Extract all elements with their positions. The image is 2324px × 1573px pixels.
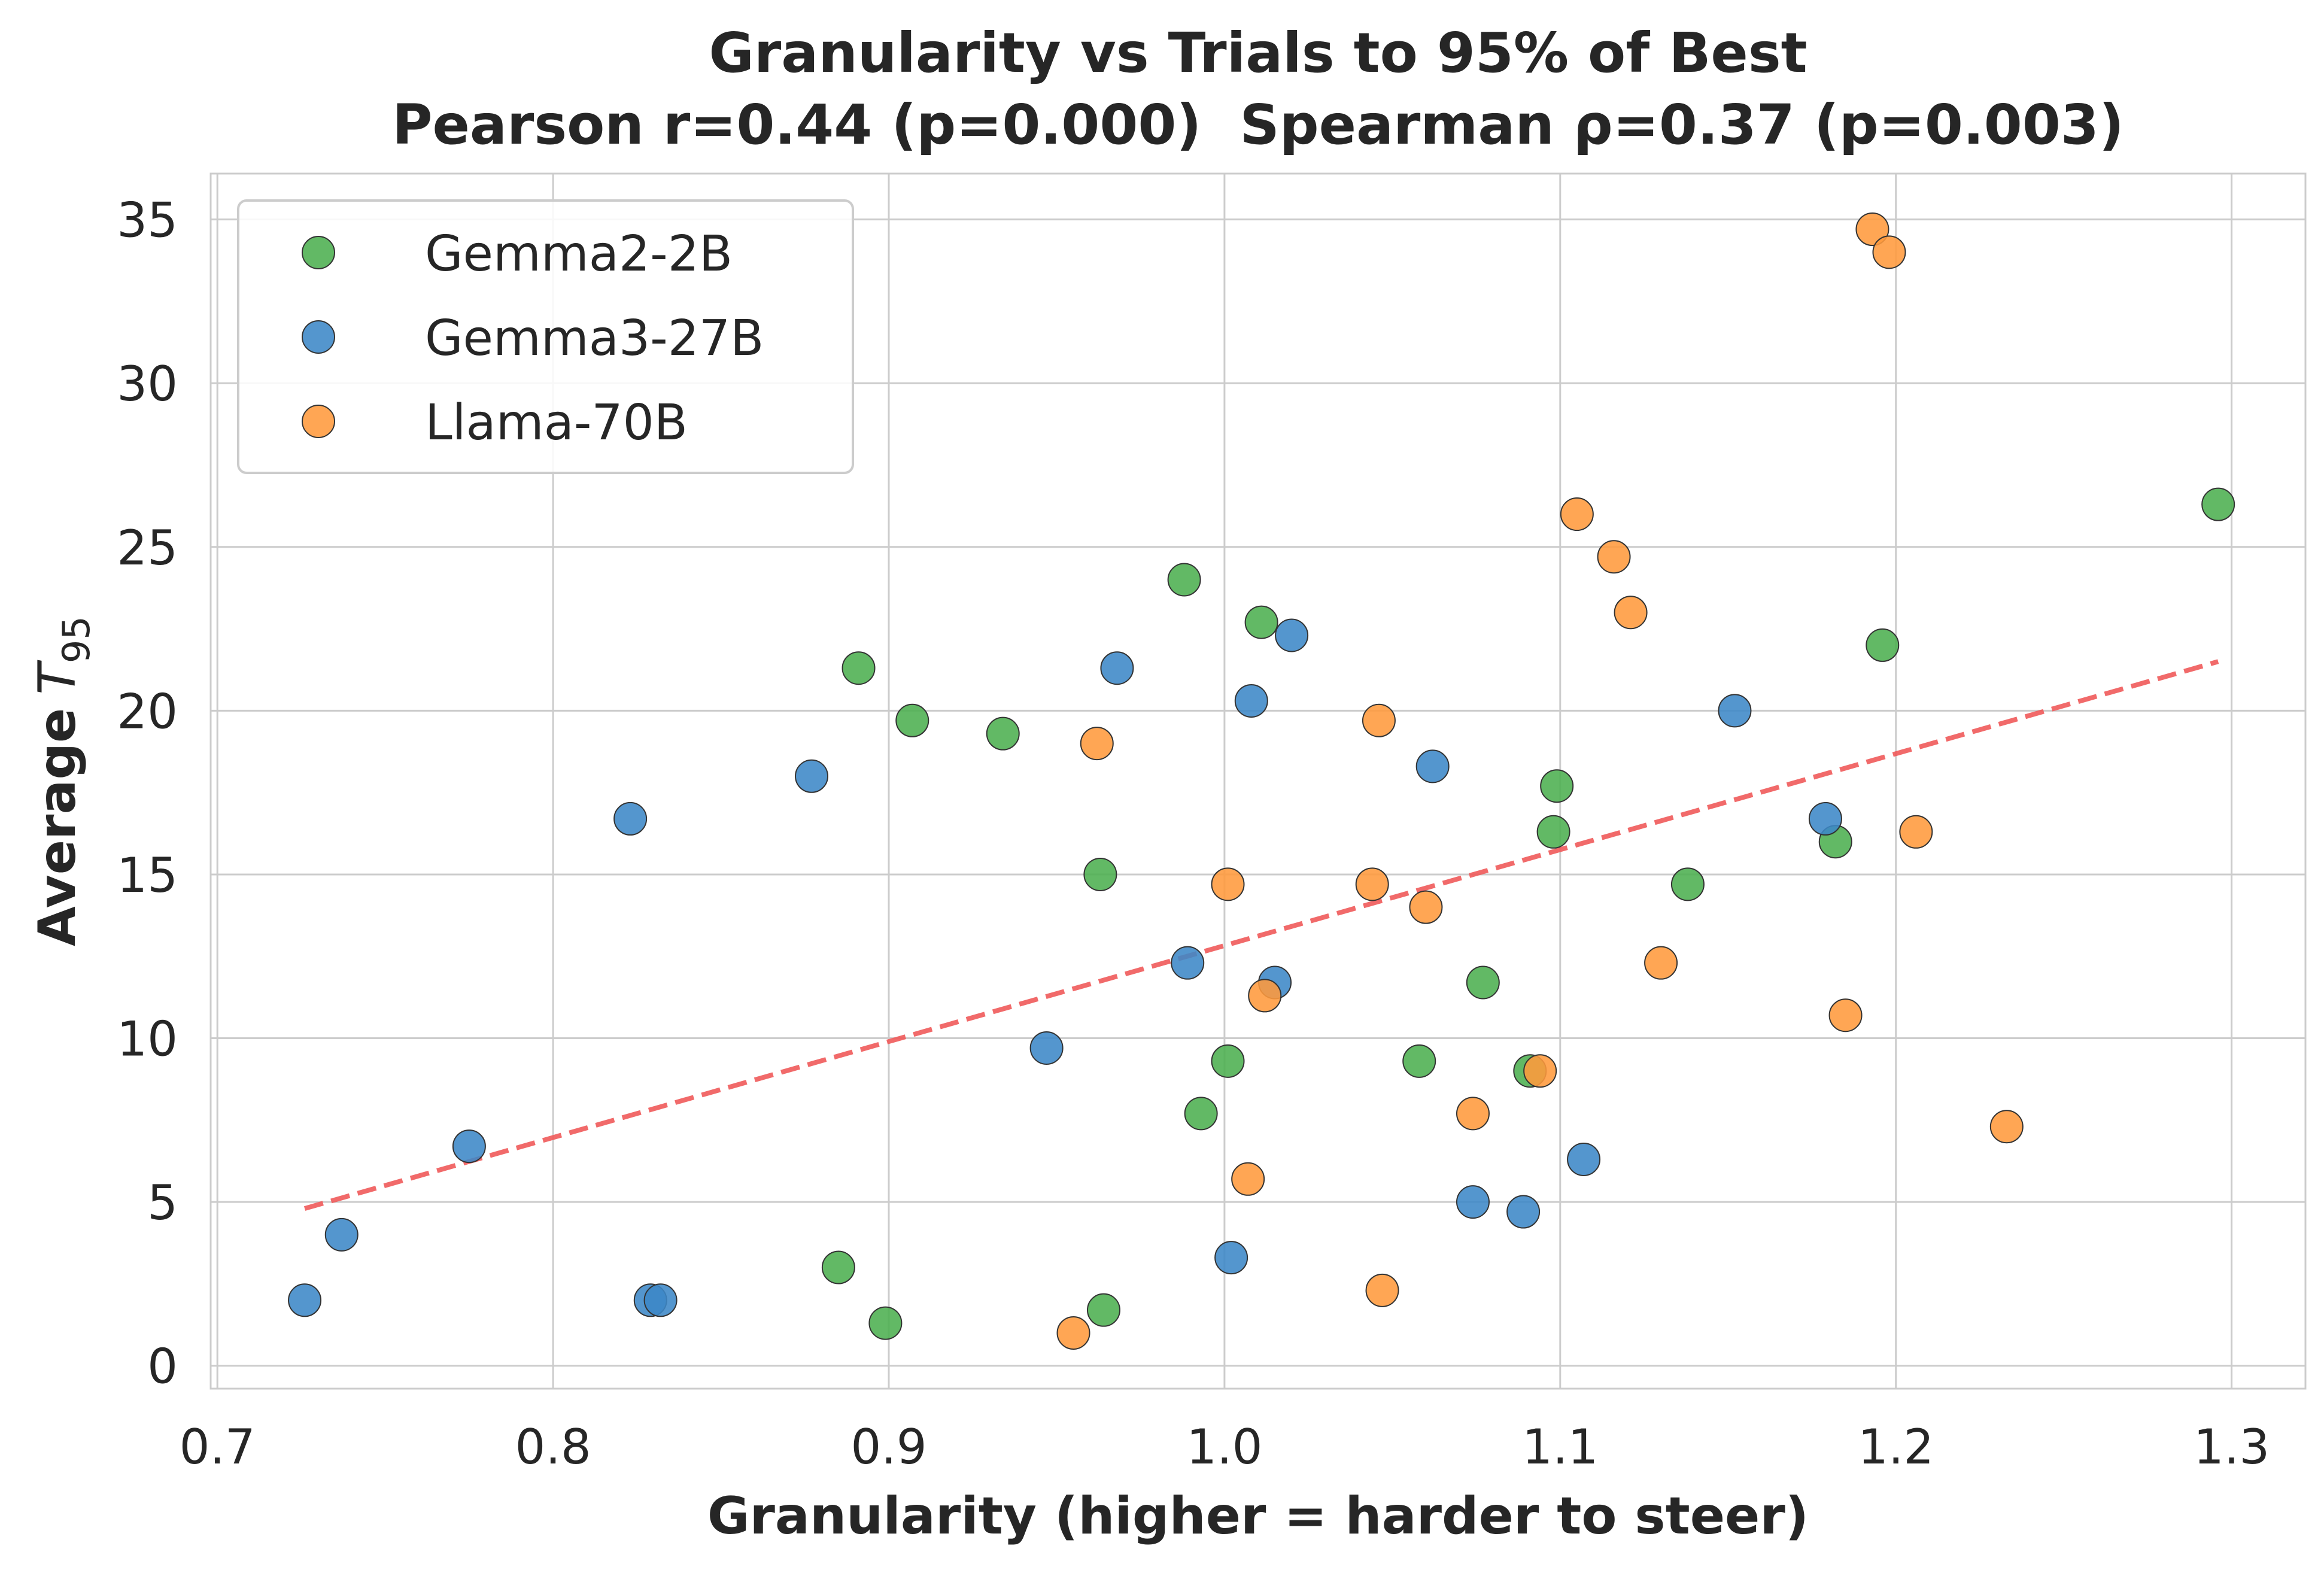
- data-point: [795, 759, 829, 793]
- x-axis-ticks: 0.7 0.8 0.9 1.0 1.1 1.2 1.3: [180, 1419, 2270, 1475]
- data-point: [1167, 563, 1201, 597]
- data-point: [1597, 540, 1631, 574]
- grid: [211, 174, 2305, 1389]
- data-point: [1080, 727, 1114, 761]
- data-point: [1100, 651, 1134, 685]
- data-point: [1456, 1185, 1490, 1219]
- chart-subtitle: Pearson r=0.44 (p=0.000) Spearman ρ=0.37…: [392, 93, 2124, 157]
- data-point: [1211, 1044, 1245, 1078]
- legend-label: Llama-70B: [425, 394, 688, 451]
- data-points: [288, 212, 2235, 1350]
- data-point: [452, 1129, 486, 1164]
- y-tick-label: 20: [117, 684, 178, 739]
- legend-marker: [302, 320, 335, 354]
- trendline: [303, 659, 2219, 1211]
- legend-marker: [302, 236, 335, 269]
- data-point: [1828, 998, 1863, 1033]
- x-tick-label: 0.9: [850, 1419, 926, 1475]
- y-tick-label: 35: [117, 193, 178, 248]
- data-point: [1231, 1162, 1265, 1196]
- data-point: [1402, 1044, 1436, 1078]
- plot-frame: [209, 172, 2307, 1390]
- data-point: [821, 1250, 855, 1284]
- y-tick-label: 30: [117, 356, 178, 412]
- data-point: [1466, 965, 1500, 1000]
- y-tick-label: 0: [147, 1339, 178, 1395]
- data-point: [1171, 946, 1205, 980]
- data-point: [1644, 946, 1678, 980]
- y-tick-label: 15: [117, 848, 178, 903]
- x-axis-label: Granularity (higher = harder to steer): [707, 1486, 1809, 1546]
- data-point: [1670, 867, 1705, 901]
- data-point: [2201, 487, 2235, 521]
- data-point: [1248, 979, 1282, 1013]
- x-tick-label: 1.2: [1858, 1419, 1934, 1475]
- data-point: [1456, 1097, 1490, 1131]
- data-point: [1184, 1097, 1218, 1131]
- x-tick-label: 1.0: [1186, 1419, 1262, 1475]
- data-point: [1415, 749, 1450, 784]
- data-point: [841, 651, 876, 685]
- data-point: [1244, 605, 1278, 639]
- y-axis-label-prefix: Average: [28, 708, 87, 946]
- data-point: [1866, 628, 1900, 662]
- data-point: [1718, 694, 1752, 728]
- data-point: [1275, 618, 1309, 652]
- data-point: [868, 1306, 903, 1340]
- data-point: [613, 801, 648, 836]
- data-point: [1056, 1316, 1090, 1350]
- legend-label: Gemma3-27B: [425, 310, 764, 367]
- x-tick-label: 0.8: [515, 1419, 591, 1475]
- data-point: [1506, 1195, 1541, 1229]
- data-point: [986, 716, 1020, 751]
- y-axis-label: Average T95: [28, 616, 98, 946]
- data-point: [1536, 815, 1570, 849]
- data-point: [1083, 857, 1117, 891]
- y-tick-label: 10: [117, 1012, 178, 1067]
- data-point: [1355, 867, 1389, 901]
- data-point: [1362, 703, 1396, 737]
- data-point: [1567, 1142, 1601, 1176]
- y-axis-label-subscript: 95: [54, 616, 98, 663]
- x-tick-label: 0.7: [180, 1419, 256, 1475]
- data-point: [1872, 235, 1906, 269]
- data-point: [1029, 1031, 1064, 1065]
- data-point: [1989, 1110, 2024, 1144]
- y-axis-label-symbol: T: [28, 660, 87, 695]
- data-point: [1211, 867, 1245, 901]
- data-point: [324, 1217, 359, 1252]
- data-point: [288, 1283, 322, 1317]
- y-tick-label: 25: [117, 520, 178, 576]
- data-point: [1855, 212, 1889, 247]
- data-point: [1523, 1054, 1557, 1088]
- legend-marker: [302, 405, 335, 438]
- legend: Gemma2-2B Gemma3-27B Llama-70B: [237, 199, 854, 474]
- data-point: [1214, 1241, 1248, 1275]
- data-point: [1365, 1273, 1399, 1307]
- data-point: [1899, 815, 1933, 849]
- x-tick-label: 1.3: [2194, 1419, 2270, 1475]
- data-point: [643, 1283, 678, 1317]
- data-point: [1614, 596, 1648, 630]
- x-tick-label: 1.1: [1522, 1419, 1598, 1475]
- data-point: [1540, 769, 1574, 803]
- legend-box: [237, 199, 854, 474]
- data-point: [1086, 1293, 1120, 1327]
- data-point: [1234, 684, 1268, 718]
- chart-title: Granularity vs Trials to 95% of Best: [709, 21, 1807, 85]
- data-point: [895, 703, 929, 737]
- data-point: [1560, 497, 1594, 532]
- data-point: [1409, 890, 1443, 924]
- legend-label: Gemma2-2B: [425, 226, 733, 283]
- y-tick-label: 5: [147, 1175, 178, 1231]
- data-point: [1808, 801, 1842, 836]
- y-axis-ticks: 0 5 10 15 20 25 30 35: [117, 193, 178, 1395]
